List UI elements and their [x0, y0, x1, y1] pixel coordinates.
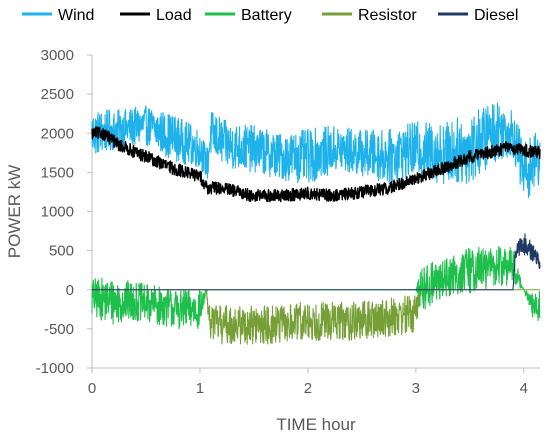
x-tick-label: 4: [520, 380, 528, 397]
y-tick-label: 500: [49, 243, 74, 260]
series-line-diesel: [91, 233, 541, 291]
x-tick-label: 3: [412, 380, 420, 397]
y-tick-label: -1000: [36, 360, 74, 377]
y-tick-label: -500: [44, 321, 74, 338]
legend-label: Resistor: [358, 7, 417, 24]
x-tick-label: 0: [88, 380, 96, 397]
y-tick-label: 1000: [41, 204, 74, 221]
series-line-load: [91, 126, 541, 203]
y-tick-label: 1500: [41, 164, 74, 181]
legend-label: Diesel: [474, 7, 518, 24]
legend: Wind Load Battery Resistor Diesel: [22, 7, 518, 24]
y-tick-label: 2000: [41, 125, 74, 142]
legend-item-wind: Wind: [22, 7, 94, 24]
x-axis-title: TIME hour: [276, 415, 356, 434]
legend-item-battery: Battery: [205, 7, 292, 24]
legend-label: Battery: [241, 7, 292, 24]
y-axis: -1000 -500 0 500 1000 1500 2000 2500 3000: [36, 47, 93, 377]
series-line-wind: [91, 102, 541, 199]
legend-label: Wind: [58, 7, 94, 24]
plot-area: [91, 102, 541, 345]
x-tick-label: 2: [304, 380, 312, 397]
legend-item-diesel: Diesel: [438, 7, 518, 24]
x-axis: 0 1 2 3 4: [88, 367, 540, 397]
y-axis-title: POWER kW: [5, 165, 24, 259]
legend-item-load: Load: [120, 7, 192, 24]
legend-label: Load: [156, 7, 192, 24]
y-tick-label: 2500: [41, 86, 74, 103]
y-tick-label: 0: [66, 282, 74, 299]
x-tick-label: 1: [196, 380, 204, 397]
y-tick-label: 3000: [41, 47, 74, 64]
legend-item-resistor: Resistor: [322, 7, 417, 24]
